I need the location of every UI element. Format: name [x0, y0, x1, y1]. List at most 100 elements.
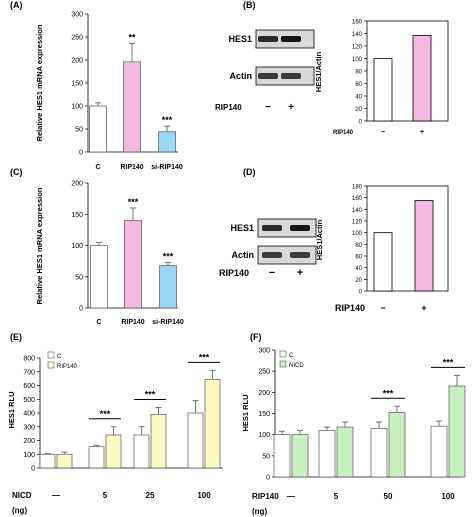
bar-c — [133, 434, 150, 469]
category-label: C — [95, 164, 100, 171]
category-label: − — [381, 129, 385, 136]
y-axis-label: HES1 RLU — [241, 394, 250, 431]
panel-label: (E) — [10, 332, 22, 342]
y-axis-label: Relative HES1 mRNA expression — [35, 24, 44, 141]
plot-frame — [366, 185, 449, 292]
legend-label: RIP140 — [57, 364, 78, 370]
blot-band — [281, 36, 301, 42]
panel-A: 0 50 100 150 200 250 300 Relative HES1 mRNA exp… — [10, 0, 183, 171]
bar-plus — [412, 34, 432, 122]
panel-label: (D) — [243, 167, 256, 177]
blot-strip — [257, 218, 317, 238]
bar-c — [90, 245, 108, 309]
legend-swatch — [47, 361, 55, 369]
significance-label: *** — [145, 390, 156, 400]
category-label: + — [420, 129, 424, 136]
bar-rip140 — [56, 453, 73, 469]
western-blot: HES1 Actin RIP140 − + — [219, 218, 317, 279]
y-tick-label: 400 — [23, 411, 35, 418]
bar-c — [430, 425, 448, 478]
bar-rip140 — [124, 220, 142, 309]
panel-D: 0 20 40 60 80 100 120 140 160 180 HES1/Actin (D) − + R… — [219, 167, 449, 313]
bar-nicd — [291, 434, 309, 478]
blot-condition-label: RIP140 — [215, 103, 242, 112]
bar-nicd — [388, 412, 406, 478]
bar-si-rip140 — [158, 131, 176, 153]
category-label: 5 — [103, 491, 108, 500]
y-tick-label: 100 — [258, 432, 270, 439]
y-tick-label: 50 — [75, 274, 83, 281]
blot-band — [258, 73, 278, 79]
category-label: — — [52, 491, 60, 500]
bar-minus — [373, 232, 393, 292]
panel-F: 0 50 100 150 200 250 300 HES1 RLU (F) — 5 *** 50 *** 1… — [241, 332, 466, 516]
y-tick-label: 0 — [31, 466, 35, 473]
category-label: RIP140 — [121, 319, 144, 326]
y-tick-label: 300 — [23, 424, 35, 431]
y-tick-label: 200 — [71, 58, 83, 65]
blot-row-label: HES1 — [228, 34, 252, 44]
y-tick-label: 160 — [352, 196, 363, 202]
legend-label: C — [289, 353, 294, 359]
x-axis-unit-label: (ng) — [252, 507, 267, 516]
blot-band — [262, 252, 282, 258]
bar-minus — [373, 58, 393, 122]
significance-label: *** — [100, 409, 111, 419]
legend-swatch — [279, 360, 287, 368]
blot-strip — [257, 245, 317, 265]
panel-label: (A) — [10, 0, 23, 10]
blot-row-label: Actin — [232, 250, 255, 260]
y-tick-label: 80 — [355, 243, 362, 249]
y-tick-label: 0 — [79, 150, 83, 157]
bar-c — [88, 446, 105, 469]
significance-label: *** — [128, 197, 139, 207]
category-label: C — [96, 319, 101, 326]
legend: C RIP140 — [47, 351, 78, 370]
y-tick-label: 20 — [355, 107, 362, 113]
legend-label: NICD — [289, 363, 304, 369]
bar-nicd — [336, 426, 354, 478]
blot-lane-label: + — [288, 102, 294, 113]
y-tick-label: 180 — [352, 185, 363, 191]
y-tick-label: 300 — [258, 348, 270, 355]
y-tick-label: 250 — [258, 369, 270, 376]
blot-lane-label: − — [265, 102, 271, 113]
significance-label: ** — [128, 32, 136, 42]
y-tick-label: 40 — [355, 266, 362, 272]
x-axis-label: RIP140 — [333, 130, 354, 136]
y-tick-label: 150 — [71, 81, 83, 88]
y-tick-label: 160 — [352, 20, 363, 26]
bar-c — [39, 453, 56, 469]
category-label: — — [287, 492, 295, 501]
legend-swatch — [279, 350, 287, 358]
blot-lane-label: − — [269, 267, 275, 279]
blot-row-label: HES1 — [230, 223, 254, 233]
category-label: si-RIP140 — [152, 319, 184, 326]
significance-label: *** — [162, 115, 173, 125]
y-tick-label: 200 — [71, 181, 83, 188]
bar-c — [273, 434, 291, 478]
y-axis-label: HES1/Actin — [315, 219, 324, 260]
category-label: 25 — [146, 491, 155, 500]
bar-si-rip140 — [159, 265, 177, 309]
western-blot: HES1 Actin RIP140 − + — [215, 29, 315, 113]
panel-C: 0 50 100 150 200 Relative HES1 mRNA expressio… — [10, 167, 184, 326]
legend-swatch — [47, 351, 55, 359]
y-tick-label: 0 — [359, 290, 363, 296]
x-axis-unit-label: (ng) — [12, 506, 27, 515]
legend-label: C — [57, 354, 62, 360]
category-label: − — [380, 303, 385, 313]
y-tick-label: 500 — [23, 397, 35, 404]
bar-c — [318, 430, 336, 478]
y-tick-label: 0 — [79, 306, 83, 313]
category-label: 100 — [441, 492, 455, 501]
bar-c — [187, 412, 204, 469]
y-tick-label: 0 — [266, 475, 270, 482]
x-axis-label: NICD — [12, 491, 32, 500]
blot-row-label: Actin — [230, 71, 253, 81]
y-tick-label: 100 — [71, 243, 83, 250]
blot-band — [258, 36, 278, 42]
y-tick-label: 0 — [359, 120, 363, 126]
significance-label: *** — [163, 251, 174, 261]
significance-label: *** — [443, 357, 454, 367]
